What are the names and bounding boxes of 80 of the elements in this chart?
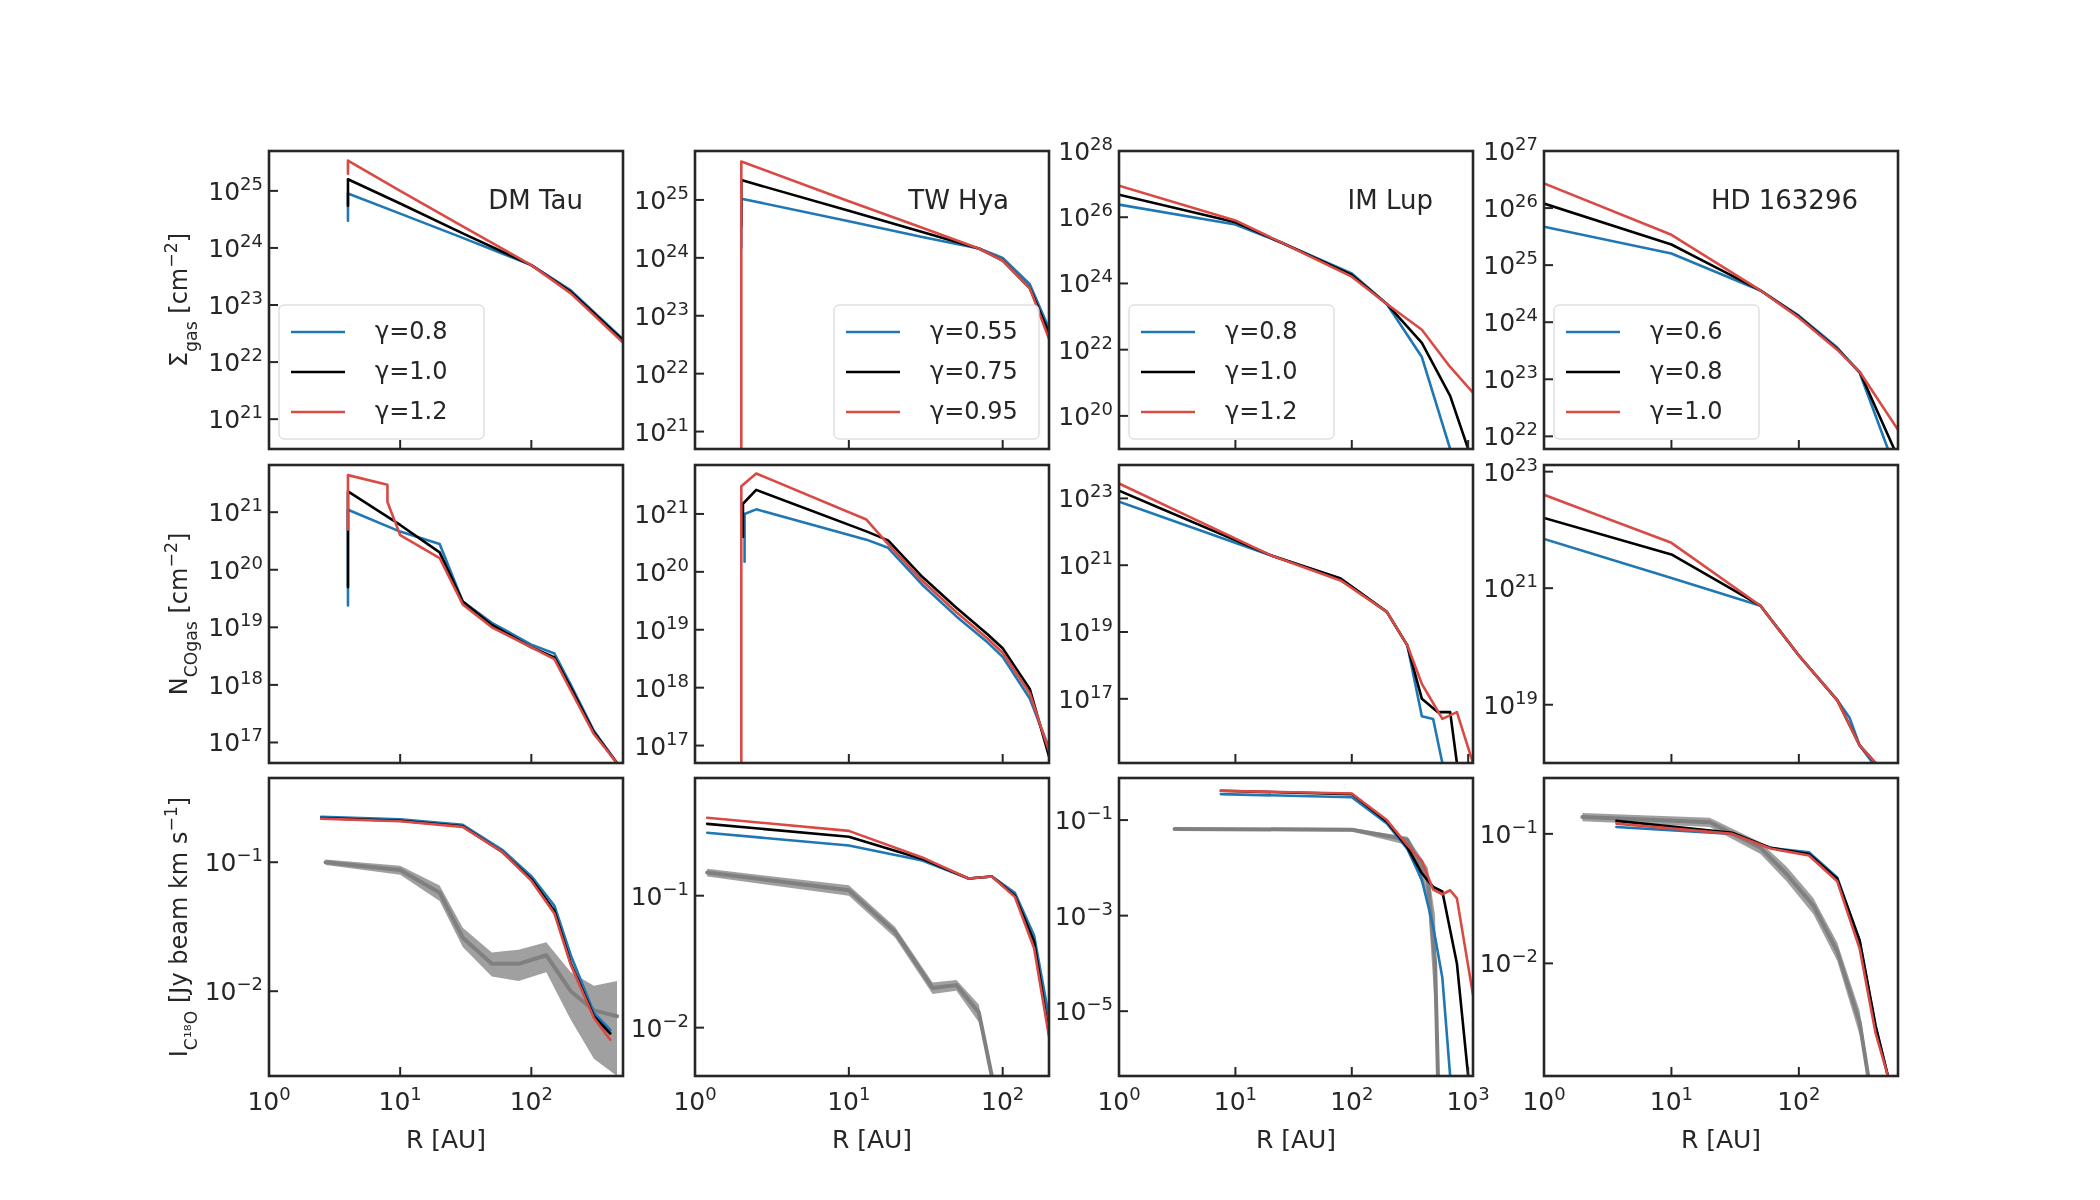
- x-tick-label: 10$^{1}$: [1213, 1082, 1258, 1116]
- y-tick-label: 10$^{21}$: [634, 495, 689, 529]
- y-tick-label: 10$^{21}$: [634, 413, 689, 447]
- x-tick-label: 10$^{2}$: [1777, 1082, 1821, 1116]
- x-tick-label: 10$^{0}$: [673, 1082, 717, 1116]
- legend-label: γ=0.55: [930, 317, 1018, 345]
- legend-label: γ=0.8: [375, 317, 448, 345]
- legend-label: γ=0.95: [930, 397, 1018, 425]
- x-tick-label: 10$^{1}$: [1649, 1082, 1694, 1116]
- legend-label: γ=0.8: [1650, 357, 1723, 385]
- y-tick-label: 10$^{19}$: [634, 611, 689, 645]
- legend-label: γ=0.8: [1225, 317, 1298, 345]
- y-tick-label: 10$^{26}$: [1483, 189, 1538, 224]
- y-tick-label: 10$^{22}$: [1058, 331, 1113, 365]
- text: TW Hya: [907, 185, 1009, 215]
- y-tick-label: 10$^{22}$: [208, 343, 263, 378]
- y-tick-label: 10$^{24}$: [1058, 264, 1113, 299]
- y-tick-label: 10$^{17}$: [634, 727, 689, 761]
- y-tick-label: 10$^{27}$: [1483, 132, 1538, 166]
- y-tick-label: 10$^{−2}$: [630, 1009, 689, 1043]
- y-tick-label: 10$^{21}$: [208, 400, 263, 435]
- y-tick-label: 10$^{28}$: [1058, 132, 1113, 166]
- y-tick-label: 10$^{−5}$: [1054, 992, 1113, 1027]
- legend-label: γ=1.2: [375, 397, 448, 425]
- y-tick-label: 10$^{21}$: [1483, 569, 1538, 604]
- y-tick-label: 10$^{19}$: [208, 608, 263, 643]
- legend-label: γ=0.6: [1650, 317, 1723, 345]
- x-tick-label: 10$^{2}$: [509, 1082, 553, 1116]
- y-tick-label: 10$^{24}$: [208, 229, 263, 263]
- x-axis-title: R [AU]: [1680, 1125, 1762, 1154]
- text: HD 163296: [1710, 185, 1858, 215]
- legend-label: γ=1.0: [1225, 357, 1298, 385]
- y-tick-label: 10$^{25}$: [634, 181, 689, 215]
- y-tick-label: 10$^{19}$: [1483, 686, 1538, 720]
- y-tick-label: 10$^{24}$: [634, 239, 689, 273]
- y-tick-label: 10$^{23}$: [1058, 479, 1113, 514]
- x-tick-label: 10$^{1}$: [378, 1082, 422, 1116]
- text: IM Lup: [1347, 185, 1433, 215]
- legend-label: γ=0.75: [930, 357, 1018, 385]
- y-tick-label: 10$^{17}$: [1058, 680, 1113, 714]
- y-tick-label: 10$^{−2}$: [1479, 944, 1538, 979]
- y-tick-label: 10$^{25}$: [208, 172, 263, 206]
- x-tick-label: 10$^{2}$: [981, 1082, 1025, 1116]
- y-tick-label: 10$^{−1}$: [1479, 815, 1538, 849]
- y-tick-label: 10$^{21}$: [1058, 546, 1113, 581]
- y-tick-label: 10$^{17}$: [208, 723, 263, 758]
- x-axis-title: R [AU]: [1255, 1125, 1337, 1154]
- x-tick-label: 10$^{1}$: [827, 1082, 871, 1116]
- x-axis-title: R [AU]: [831, 1125, 913, 1154]
- y-tick-label: 10$^{24}$: [1483, 303, 1538, 338]
- x-tick-label: 10$^{0}$: [247, 1082, 291, 1116]
- x-axis-title: R [AU]: [405, 1125, 487, 1154]
- text: DM Tau: [488, 185, 583, 215]
- y-tick-label: 10$^{20}$: [634, 553, 689, 587]
- y-tick-label: 10$^{18}$: [634, 669, 689, 703]
- legend-label: γ=1.2: [1225, 397, 1298, 425]
- legend-label: γ=1.0: [1650, 397, 1723, 425]
- y-tick-label: 10$^{20}$: [1058, 397, 1113, 431]
- x-tick-label: 10$^{2}$: [1330, 1082, 1374, 1116]
- x-tick-label: 10$^{0}$: [1522, 1082, 1566, 1116]
- y-tick-label: 10$^{26}$: [1058, 198, 1113, 233]
- y-tick-label: 10$^{23}$: [1483, 453, 1538, 487]
- y-tick-label: 10$^{−1}$: [204, 843, 263, 878]
- y-tick-label: 10$^{21}$: [208, 493, 263, 528]
- x-tick-label: 10$^{3}$: [1446, 1082, 1490, 1116]
- y-tick-label: 10$^{23}$: [208, 286, 263, 321]
- legend-label: γ=1.0: [375, 357, 448, 385]
- y-tick-label: 10$^{22}$: [634, 355, 689, 389]
- y-tick-label: 10$^{−2}$: [204, 972, 263, 1007]
- y-tick-label: 10$^{25}$: [1483, 246, 1538, 281]
- y-tick-label: 10$^{−3}$: [1054, 897, 1113, 931]
- y-tick-label: 10$^{23}$: [1483, 360, 1538, 395]
- y-tick-label: 10$^{−1}$: [1054, 801, 1113, 836]
- y-tick-label: 10$^{−1}$: [630, 877, 689, 911]
- y-tick-label: 10$^{22}$: [1483, 417, 1538, 452]
- x-tick-label: 10$^{0}$: [1097, 1082, 1141, 1116]
- y-tick-label: 10$^{18}$: [208, 666, 263, 700]
- y-tick-label: 10$^{19}$: [1058, 613, 1113, 648]
- y-tick-label: 10$^{23}$: [634, 297, 689, 331]
- y-tick-label: 10$^{20}$: [208, 551, 263, 585]
